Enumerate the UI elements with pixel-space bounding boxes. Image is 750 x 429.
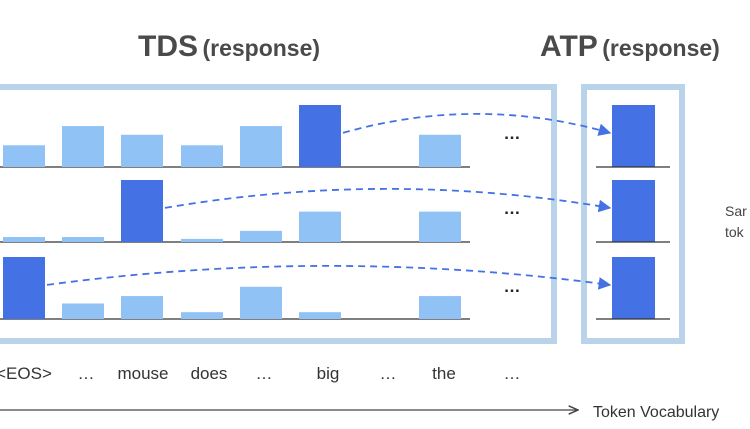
- arrow-row-1: [342, 113, 612, 136]
- side-text-line-1: Sar: [725, 203, 747, 219]
- token-label: …: [255, 364, 273, 383]
- tds-title: TDS (response): [138, 30, 320, 64]
- tds-title-sub: (response): [202, 35, 321, 61]
- token-label: …: [379, 364, 397, 383]
- atp-title-main: ATP: [540, 30, 598, 63]
- tds-row-2-selected-bar: [121, 180, 163, 242]
- tds-row-3-bar: [240, 286, 282, 319]
- tds-row-1-bar: [62, 126, 104, 167]
- atp-row-1-bar: [612, 105, 655, 167]
- token-label: does: [190, 364, 228, 383]
- tds-row-1-selected-bar: [299, 105, 341, 167]
- tds-frame: [0, 84, 557, 344]
- arrow-row-3: [46, 265, 612, 290]
- tds-row-3-bar: [181, 312, 223, 319]
- tds-row-2-bar: [181, 238, 223, 242]
- axis-label: Token Vocabulary: [593, 404, 720, 421]
- tds-row-1-bar: [240, 126, 282, 167]
- token-label: …: [503, 364, 521, 383]
- token-label: the: [432, 364, 456, 383]
- side-text-line-2: tok: [725, 224, 744, 240]
- tds-row-1-bar: [181, 145, 223, 167]
- atp-title: ATP (response): [540, 30, 720, 64]
- tds-row-2-bar: [419, 211, 461, 242]
- row-3-ellipsis: …: [503, 277, 521, 296]
- tds-row-1-bar: [419, 134, 461, 167]
- atp-title-sub: (response): [602, 35, 720, 61]
- tds-row-1-bar: [3, 145, 45, 167]
- atp-row-2-bar: [612, 180, 655, 242]
- arrow-row-2: [164, 188, 612, 213]
- atp-row-3-bar: [612, 257, 655, 319]
- tds-row-2-bar: [62, 237, 104, 242]
- tds-row-2-bar: [3, 237, 45, 242]
- tds-row-3-bar: [121, 296, 163, 319]
- tds-row-3-bar: [419, 296, 461, 319]
- token-label: <EOS>: [0, 364, 52, 383]
- tds-row-1-bar: [121, 134, 163, 167]
- row-1-ellipsis: …: [503, 124, 521, 143]
- row-2-ellipsis: …: [503, 199, 521, 218]
- tds-row-3-bar: [299, 312, 341, 319]
- tds-title-main: TDS: [138, 30, 198, 63]
- tds-row-2-bar: [240, 230, 282, 242]
- atp-frame: [581, 84, 685, 344]
- tds-row-3-selected-bar: [3, 257, 45, 319]
- token-label: big: [316, 364, 340, 383]
- token-label: mouse: [117, 364, 169, 383]
- tds-row-3-bar: [62, 303, 104, 319]
- token-label: …: [77, 364, 95, 383]
- tds-row-2-bar: [299, 211, 341, 242]
